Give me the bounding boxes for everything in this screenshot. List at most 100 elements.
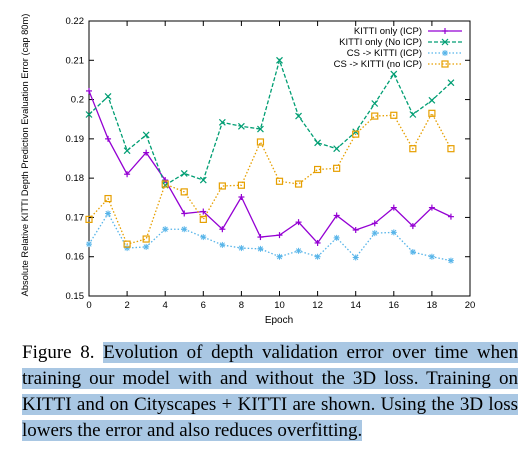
legend-swatch-marker bbox=[442, 28, 448, 34]
series-layer bbox=[85, 56, 455, 264]
data-point bbox=[409, 111, 417, 118]
data-point bbox=[143, 149, 150, 156]
data-point bbox=[123, 147, 131, 155]
data-point bbox=[219, 241, 226, 248]
data-point bbox=[390, 70, 398, 78]
data-point bbox=[180, 170, 188, 177]
y-tick-label: 0.2 bbox=[71, 95, 84, 106]
data-point bbox=[161, 180, 169, 188]
data-point bbox=[295, 247, 302, 254]
legend-swatch-marker bbox=[441, 60, 449, 68]
data-point bbox=[124, 245, 131, 252]
data-point bbox=[390, 229, 397, 236]
data-point bbox=[104, 93, 112, 100]
series-line bbox=[88, 111, 452, 245]
data-point bbox=[180, 188, 188, 196]
x-tick-label: 0 bbox=[86, 300, 91, 311]
x-axis-label: Epoch bbox=[265, 315, 293, 326]
series-line bbox=[88, 58, 452, 187]
data-point bbox=[181, 226, 188, 233]
y-tick-label: 0.18 bbox=[66, 173, 85, 184]
x-tick-label: 2 bbox=[124, 300, 129, 311]
y-tick-label: 0.15 bbox=[66, 291, 85, 302]
data-point bbox=[238, 194, 245, 200]
legend-swatch-marker bbox=[441, 38, 449, 46]
figure-caption-label: Figure 8. bbox=[22, 342, 104, 363]
legend-label: KITTI only (ICP) bbox=[354, 26, 422, 37]
y-axis-label: Absolute Relative KITTI Depth Prediction… bbox=[20, 14, 30, 297]
data-point bbox=[295, 112, 302, 120]
data-point bbox=[447, 145, 455, 153]
data-point bbox=[314, 165, 322, 174]
data-point bbox=[333, 212, 340, 219]
data-point bbox=[390, 204, 397, 211]
series-1 bbox=[85, 56, 455, 189]
x-tick-label: 6 bbox=[201, 300, 206, 311]
x-tick-label: 20 bbox=[465, 300, 476, 311]
data-point bbox=[123, 240, 131, 248]
data-point bbox=[371, 220, 378, 227]
data-point bbox=[276, 253, 283, 260]
data-point bbox=[295, 219, 302, 226]
chart-legend: KITTI only (ICP)KITTI only (No ICP)CS ->… bbox=[334, 26, 462, 70]
data-point bbox=[257, 234, 264, 241]
x-tick-label: 10 bbox=[274, 300, 285, 311]
data-point bbox=[143, 243, 150, 250]
data-point bbox=[181, 210, 188, 217]
data-point bbox=[371, 230, 378, 237]
x-tick-label: 12 bbox=[312, 300, 323, 311]
figure-caption: Figure 8. Evolution of depth validation … bbox=[22, 340, 519, 444]
data-point bbox=[428, 204, 435, 211]
legend-label: KITTI only (No ICP) bbox=[339, 37, 422, 48]
data-point bbox=[238, 245, 245, 252]
data-point bbox=[428, 109, 436, 117]
x-tick-label: 14 bbox=[350, 300, 361, 311]
data-point bbox=[218, 118, 226, 126]
data-point bbox=[333, 234, 340, 241]
data-point bbox=[314, 239, 321, 246]
data-point bbox=[352, 128, 360, 136]
data-point bbox=[390, 111, 398, 119]
data-point bbox=[85, 215, 93, 223]
data-point bbox=[124, 171, 131, 178]
y-tick-label: 0.16 bbox=[66, 252, 85, 263]
data-point bbox=[276, 56, 283, 64]
series-3 bbox=[85, 109, 455, 248]
data-point bbox=[257, 125, 264, 133]
legend-label: CS -> KITTI (ICP) bbox=[347, 48, 422, 59]
data-point bbox=[256, 138, 265, 146]
x-tick-label: 8 bbox=[239, 300, 244, 311]
data-point bbox=[200, 234, 207, 241]
data-point bbox=[294, 180, 303, 188]
data-point bbox=[409, 145, 417, 153]
data-point bbox=[275, 177, 284, 185]
data-point bbox=[86, 87, 92, 94]
x-tick-label: 18 bbox=[427, 300, 438, 311]
series-2 bbox=[86, 210, 454, 264]
depth-error-line-chart: 0 2 4 6 8 10 12 14 16 18 20 0.15 0.16 0.17 0.18 0.19 0.2… bbox=[20, 14, 476, 326]
y-tick-label: 0.19 bbox=[66, 134, 85, 145]
data-point bbox=[352, 227, 359, 233]
series-line bbox=[88, 212, 452, 262]
data-point bbox=[428, 96, 436, 104]
y-tick-label: 0.17 bbox=[66, 212, 85, 223]
data-point bbox=[142, 131, 150, 139]
data-point bbox=[428, 253, 435, 260]
data-point bbox=[219, 226, 226, 233]
data-point bbox=[352, 254, 359, 261]
data-point bbox=[104, 194, 112, 203]
chart-axes: 0 2 4 6 8 10 12 14 16 18 20 0.15 0.16 0.17 0.18 0.19 0.2… bbox=[66, 16, 476, 311]
data-point bbox=[199, 215, 207, 223]
data-point bbox=[314, 139, 322, 147]
data-point bbox=[276, 232, 283, 239]
data-point bbox=[200, 208, 207, 215]
data-point bbox=[142, 235, 150, 243]
data-point bbox=[237, 181, 245, 189]
data-point bbox=[371, 100, 379, 107]
data-point bbox=[352, 130, 360, 138]
data-point bbox=[199, 176, 207, 184]
data-point bbox=[105, 135, 112, 142]
data-point bbox=[237, 122, 245, 130]
data-point bbox=[447, 257, 454, 264]
data-point bbox=[218, 182, 226, 190]
